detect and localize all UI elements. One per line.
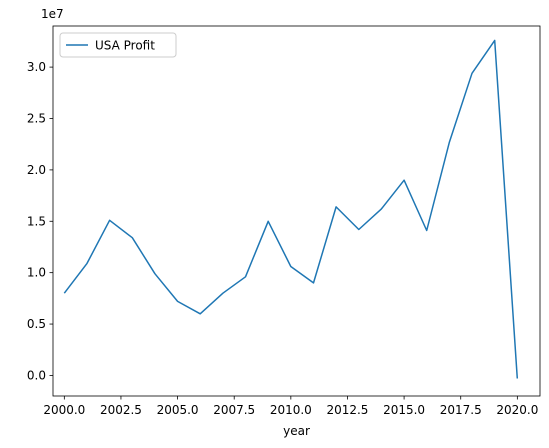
series-line-usa-profit [63,39,519,379]
y-tick-label: 3.0 [27,60,46,74]
series-lines [63,39,519,379]
plot-area-frame [52,25,541,397]
x-tick-label: 2017.5 [440,403,482,417]
y-tick-label: 1.5 [27,214,46,228]
x-axis-label: year [283,424,310,438]
x-tick-label: 2010.0 [270,403,312,417]
legend-entry-usa-profit: USA Profit [95,39,155,53]
y-tick-label: 0.5 [27,317,46,331]
y-tick-label: 1.0 [27,266,46,280]
y-tick-label: 2.0 [27,163,46,177]
x-tick-label: 2000.0 [43,403,85,417]
y-tick-label: 0.0 [27,368,46,382]
legend: USA Profit [59,32,177,58]
x-tick-label: 2002.5 [100,403,142,417]
y-axis-offset-label: 1e7 [41,7,64,21]
x-tick-label: 2020.0 [496,403,538,417]
x-axis-ticks: 2000.0 2002.5 2005.0 2007.5 2010.0 2012.5 2015… [43,396,538,417]
legend-box [59,32,177,58]
x-tick-label: 2012.5 [326,403,368,417]
x-tick-label: 2007.5 [213,403,255,417]
y-tick-label: 2.5 [27,112,46,126]
x-tick-label: 2015.0 [383,403,425,417]
y-axis-ticks: 0.0 0.5 1.0 1.5 2.0 2.5 3.0 [27,60,53,382]
x-tick-label: 2005.0 [157,403,199,417]
